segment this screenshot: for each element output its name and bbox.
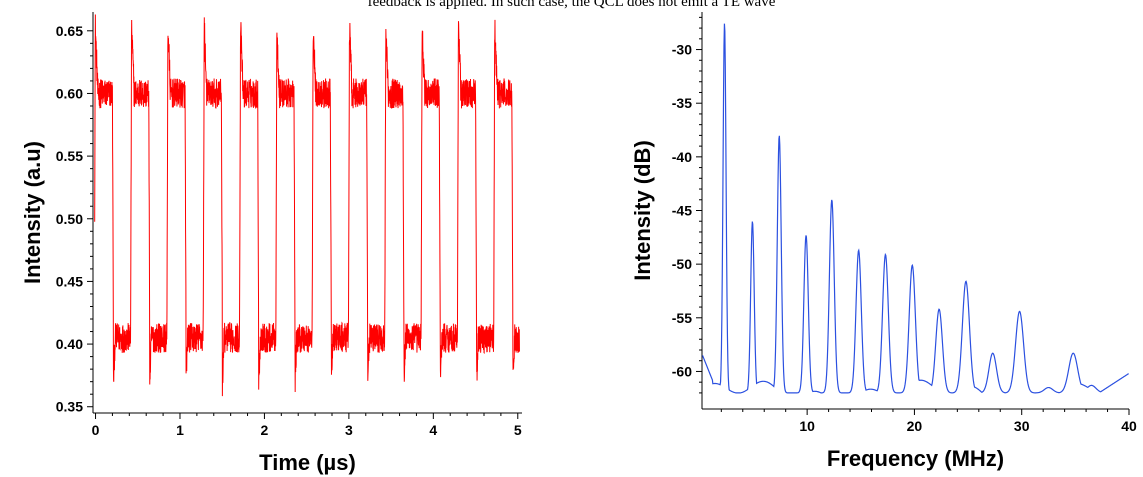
y-tick-label: 0.60 xyxy=(56,85,83,101)
y-tick-label: 0.55 xyxy=(56,148,83,164)
x-axis-label: Time (µs) xyxy=(259,450,356,475)
x-tick-label: 3 xyxy=(345,422,353,438)
x-tick-label: 4 xyxy=(429,422,437,438)
rf-spectrum-line xyxy=(701,23,1130,394)
x-tick-label: 10 xyxy=(799,418,815,434)
x-tick-label: 2 xyxy=(261,422,269,438)
x-tick-label: 1 xyxy=(176,422,184,438)
y-tick-label: -45 xyxy=(672,203,692,219)
y-tick-label: -35 xyxy=(672,95,692,111)
y-tick-label: 0.65 xyxy=(56,23,83,39)
y-tick-label: 0.45 xyxy=(56,273,83,289)
y-tick-label: -50 xyxy=(672,256,692,272)
x-tick-label: 40 xyxy=(1121,418,1137,434)
y-tick-label: -60 xyxy=(672,363,692,379)
y-tick-label: -30 xyxy=(672,42,692,58)
y-axis-label: Intensity (a.u) xyxy=(20,141,45,284)
y-tick-label: 0.40 xyxy=(56,336,83,352)
time-trace-chart: 0 1 2 3 4 5 0.35 0.40 0.45 0.50 0.55 0.60 0.65 Time (… xyxy=(20,12,522,475)
x-tick-label: 5 xyxy=(514,422,522,438)
y-tick-label: -55 xyxy=(672,310,692,326)
figure-caption: feedback is applied. In such case, the Q… xyxy=(367,0,776,10)
y-tick-label: -40 xyxy=(672,149,692,165)
time-trace-line xyxy=(94,14,520,397)
x-tick-label: 0 xyxy=(92,422,100,438)
x-tick-label: 20 xyxy=(907,418,923,434)
x-tick-label: 30 xyxy=(1014,418,1030,434)
x-axis-label: Frequency (MHz) xyxy=(827,446,1004,471)
y-tick-label: 0.35 xyxy=(56,399,83,415)
y-tick-label: 0.50 xyxy=(56,211,83,227)
y-axis-label: Intensity (dB) xyxy=(630,140,655,281)
